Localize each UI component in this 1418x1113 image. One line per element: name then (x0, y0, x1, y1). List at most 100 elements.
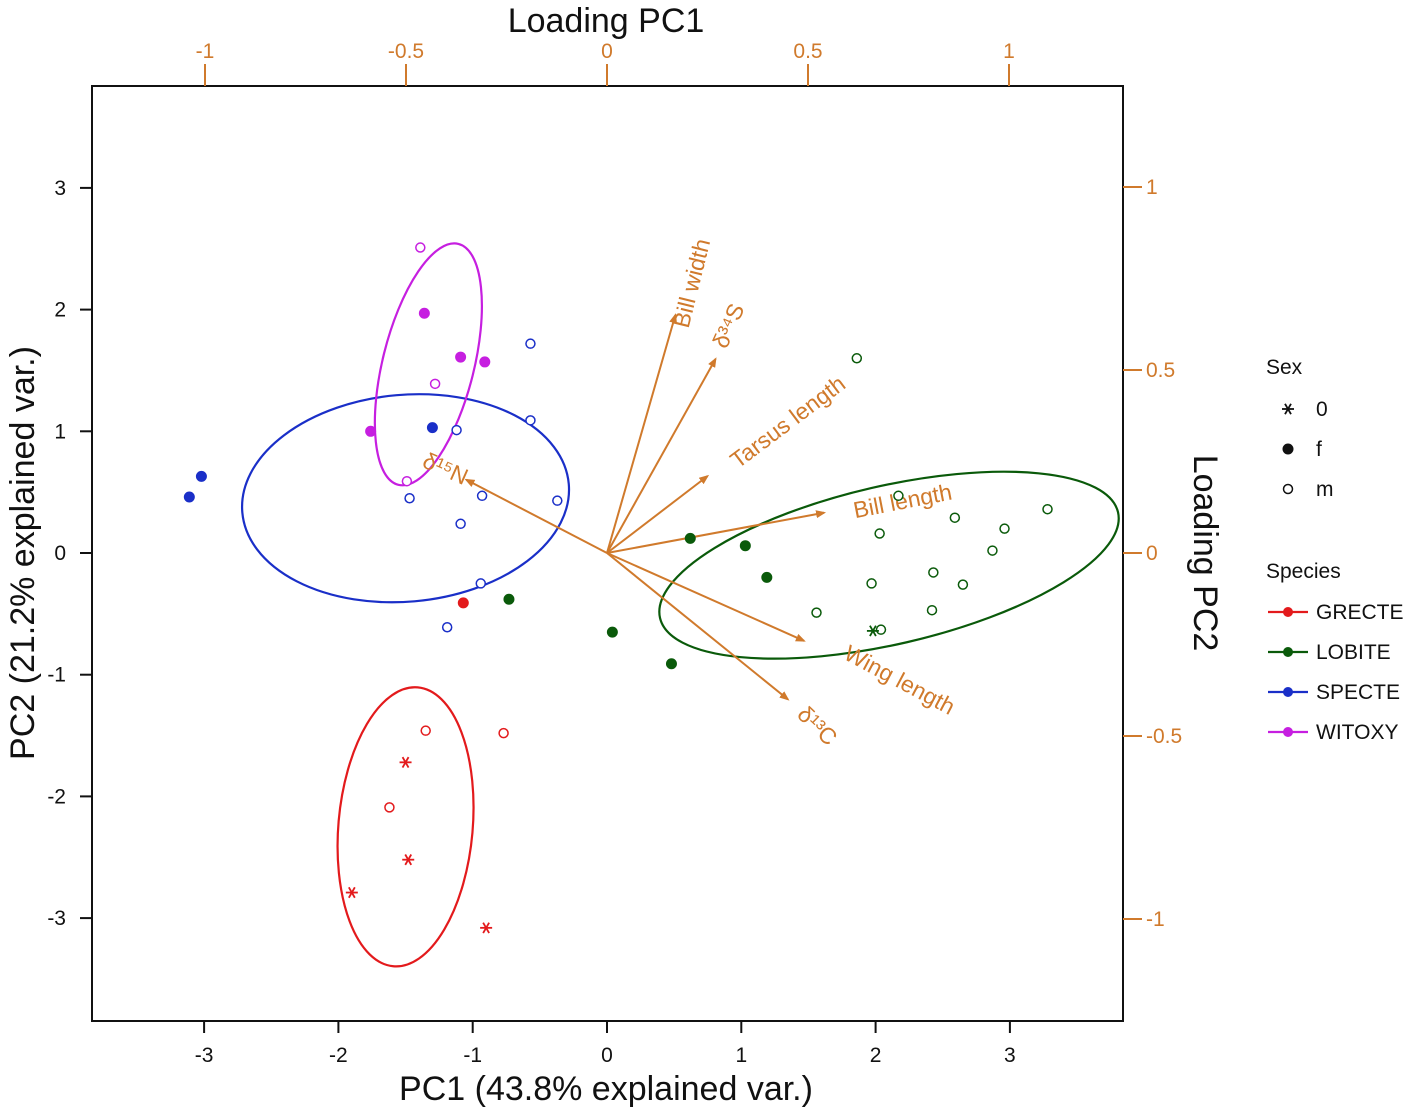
point-specte-m (525, 338, 536, 349)
point-specte-m (476, 490, 488, 502)
loading-x-tick-label: 0 (601, 40, 613, 63)
point-grecte-0 (402, 854, 415, 866)
point-grecte-f (457, 597, 469, 609)
loading-arrow (606, 552, 790, 701)
point-lobite-m (949, 512, 961, 523)
loading-y-tick-label: -1 (1146, 908, 1165, 931)
point-specte-m (475, 578, 487, 589)
point-lobite-f (761, 571, 773, 583)
x-tick-label: 1 (735, 1044, 747, 1067)
point-lobite-m (926, 604, 938, 616)
point-lobite-m (928, 567, 939, 578)
point-witoxy-m (401, 475, 413, 487)
loading-label: δ¹³C (792, 701, 842, 751)
ellipse-specte (240, 393, 571, 604)
x-tick-label: -2 (329, 1044, 348, 1067)
point-witoxy-f (455, 351, 467, 363)
legend-species: Species GRECTE LOBITE SPECTE WITOXY (1266, 560, 1404, 744)
x-axis-title: PC1 (43.8% explained var.) (399, 1070, 813, 1108)
point-specte-f (195, 470, 207, 482)
y-tick-label: -3 (47, 907, 66, 930)
legend-species-label: WITOXY (1316, 721, 1398, 744)
point-grecte-0 (345, 886, 358, 899)
point-lobite-m (811, 607, 822, 618)
loading-arrow (606, 510, 827, 554)
loading-y-tick-label: 0 (1146, 542, 1158, 565)
loading-label: δ¹⁵N (419, 447, 472, 490)
point-lobite-f (606, 626, 618, 638)
legend-sex-label: m (1316, 478, 1334, 501)
loading-y-tick-label: -0.5 (1146, 725, 1182, 748)
point-grecte-m (384, 802, 395, 813)
legend-sex-symbol (1282, 403, 1294, 415)
point-lobite-m (851, 353, 863, 364)
loading-arrow (606, 552, 806, 642)
loading-label: Tarsus length (725, 370, 850, 473)
point-lobite-f (503, 593, 515, 605)
legend-species-dot (1283, 687, 1293, 697)
loading-arrow (464, 478, 608, 554)
legend-species-dot (1283, 607, 1293, 617)
point-lobite-f (665, 658, 677, 670)
asterisk-stroke (869, 625, 877, 637)
point-specte-f (426, 422, 438, 434)
loading-y-tick-label: 1 (1146, 176, 1158, 199)
asterisk-stroke (1284, 403, 1292, 415)
y-tick-label: -2 (47, 785, 66, 808)
ellipse-lobite (658, 470, 1120, 660)
legend-species-label: SPECTE (1316, 681, 1400, 704)
loading-arrow (606, 357, 717, 554)
point-specte-m (404, 492, 415, 504)
point-lobite-m (999, 523, 1010, 534)
point-grecte-m (420, 725, 431, 736)
y-tick-label: -1 (47, 664, 66, 687)
legend-sex-label: f (1316, 438, 1322, 461)
point-grecte-0 (480, 922, 493, 934)
point-witoxy-m (415, 242, 426, 253)
y-axis-title: PC2 (21.2% explained var.) (4, 346, 42, 760)
asterisk-stroke (348, 886, 356, 899)
loading-label: Bill length (851, 479, 954, 524)
loading-x-tick-label: -0.5 (388, 40, 424, 63)
y-tick-label: 1 (54, 420, 66, 443)
ellipse-witoxy (373, 242, 484, 487)
y-tick-label: 2 (54, 299, 66, 322)
point-lobite-f (684, 532, 696, 544)
point-specte-m (455, 518, 466, 530)
point-lobite-m (987, 545, 998, 556)
x-tick-label: -3 (195, 1044, 214, 1067)
point-specte-m (525, 415, 536, 426)
point-lobite-m (866, 578, 877, 589)
point-witoxy-f (479, 356, 491, 368)
point-specte-m (552, 495, 563, 506)
y-tick-label: 0 (54, 542, 66, 565)
point-lobite-m (875, 624, 887, 635)
x-tick-label: -1 (463, 1044, 482, 1067)
loading-label: Wing length (840, 640, 959, 720)
asterisk-stroke (401, 756, 410, 768)
legend-species-title: Species (1266, 560, 1341, 583)
legend-species-label: GRECTE (1316, 601, 1404, 624)
point-lobite-m (874, 528, 885, 539)
x-tick-label: 3 (1004, 1044, 1016, 1067)
point-lobite-f (739, 540, 751, 552)
point-grecte-m (498, 727, 509, 739)
point-lobite-m (893, 490, 904, 502)
loading-arrow (606, 474, 710, 554)
loading-y-tick-label: 0.5 (1146, 359, 1175, 382)
legend-sex-label: 0 (1316, 398, 1328, 421)
asterisk-stroke (482, 922, 490, 934)
y-tick-label: 3 (54, 177, 66, 200)
point-specte-f (183, 491, 195, 503)
legend-sex-symbol (1282, 443, 1294, 455)
x-tick-label: 2 (870, 1044, 882, 1067)
x-tick-label: 0 (601, 1044, 613, 1067)
point-specte-m (441, 621, 453, 633)
point-specte-m (451, 424, 462, 436)
point-lobite-0 (866, 625, 879, 637)
asterisk-stroke (404, 854, 413, 866)
point-grecte-0 (399, 756, 412, 768)
loading-x-tick-label: 1 (1003, 40, 1015, 63)
loading-label: δ³⁴S (707, 300, 749, 352)
